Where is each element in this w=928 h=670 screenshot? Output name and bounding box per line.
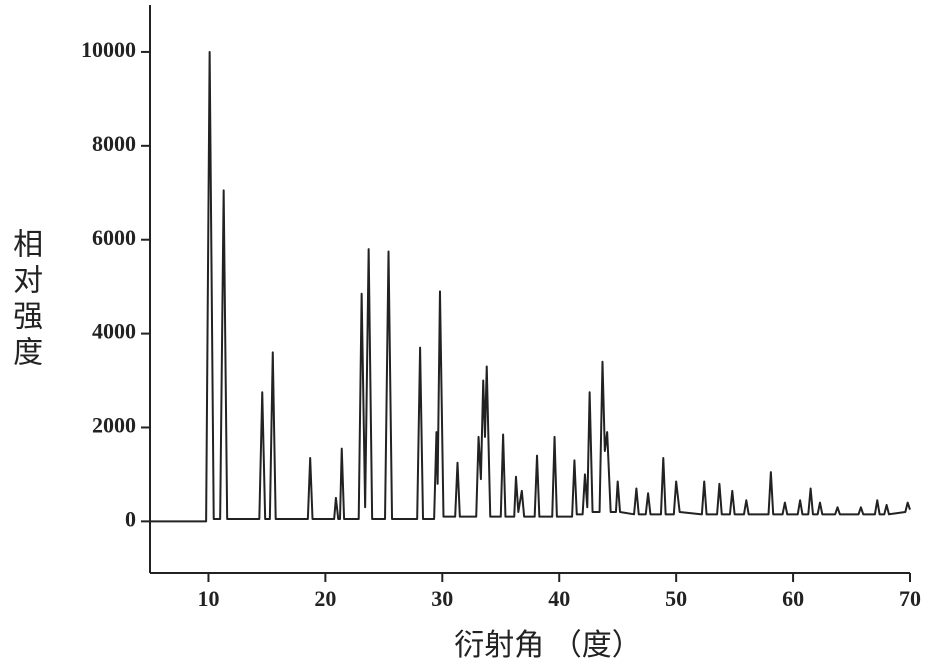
pattern-line — [150, 50, 911, 523]
y-tick-label: 8000 — [92, 131, 136, 156]
y-axis-title: 相对强度 — [8, 228, 43, 372]
x-tick-label: 40 — [548, 586, 570, 611]
x-tick-label: 60 — [782, 586, 804, 611]
x-tick-label: 30 — [431, 586, 453, 611]
y-tick-label: 2000 — [92, 413, 136, 438]
x-tick-label: 20 — [314, 586, 336, 611]
x-tick-label: 50 — [665, 586, 687, 611]
y-tick-label: 6000 — [92, 225, 136, 250]
x-tick-label: 10 — [197, 586, 219, 611]
x-tick-label: 70 — [899, 586, 921, 611]
y-tick-label: 0 — [125, 506, 136, 531]
x-axis-title: 衍射角 （度） — [454, 629, 642, 662]
y-tick-label: 4000 — [92, 319, 136, 344]
y-tick-label: 10000 — [81, 37, 136, 62]
